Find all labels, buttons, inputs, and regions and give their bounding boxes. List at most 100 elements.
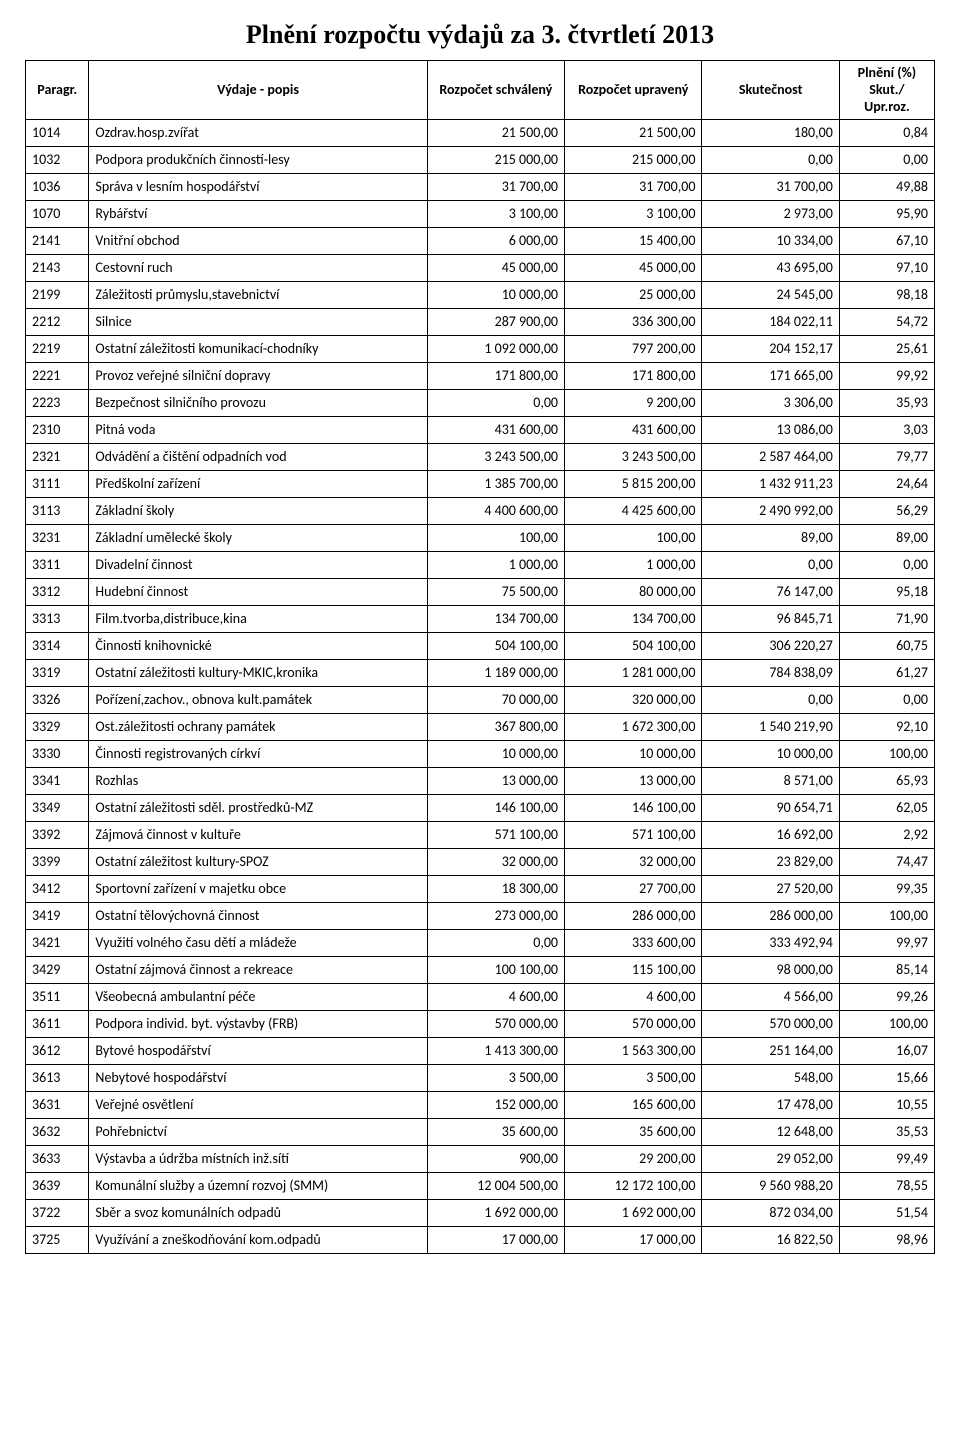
cell-paragr: 3231	[26, 525, 89, 552]
cell-num: 1 092 000,00	[427, 336, 564, 363]
cell-desc: Záležitosti průmyslu,stavebnictví	[89, 282, 427, 309]
cell-pct: 99,92	[839, 363, 934, 390]
cell-num: 1 692 000,00	[565, 1200, 702, 1227]
cell-pct: 98,18	[839, 282, 934, 309]
cell-num: 31 700,00	[565, 174, 702, 201]
cell-pct: 62,05	[839, 795, 934, 822]
cell-num: 27 700,00	[565, 876, 702, 903]
cell-paragr: 2221	[26, 363, 89, 390]
table-row: 3611Podpora individ. byt. výstavby (FRB)…	[26, 1011, 935, 1038]
cell-pct: 71,90	[839, 606, 934, 633]
cell-num: 96 845,71	[702, 606, 839, 633]
cell-num: 2 973,00	[702, 201, 839, 228]
cell-num: 286 000,00	[702, 903, 839, 930]
cell-num: 1 672 300,00	[565, 714, 702, 741]
cell-num: 504 100,00	[565, 633, 702, 660]
cell-desc: Ozdrav.hosp.zvířat	[89, 120, 427, 147]
cell-num: 287 900,00	[427, 309, 564, 336]
cell-paragr: 1036	[26, 174, 89, 201]
table-row: 3349Ostatní záležitosti sděl. prostředků…	[26, 795, 935, 822]
cell-num: 333 492,94	[702, 930, 839, 957]
cell-pct: 92,10	[839, 714, 934, 741]
cell-pct: 100,00	[839, 903, 934, 930]
cell-num: 134 700,00	[427, 606, 564, 633]
cell-num: 797 200,00	[565, 336, 702, 363]
cell-desc: Film.tvorba,distribuce,kina	[89, 606, 427, 633]
cell-pct: 49,88	[839, 174, 934, 201]
cell-num: 8 571,00	[702, 768, 839, 795]
cell-num: 431 600,00	[427, 417, 564, 444]
cell-num: 4 600,00	[565, 984, 702, 1011]
cell-desc: Sběr a svoz komunálních odpadů	[89, 1200, 427, 1227]
cell-paragr: 2212	[26, 309, 89, 336]
table-row: 3419Ostatní tělovýchovná činnost273 000,…	[26, 903, 935, 930]
cell-pct: 85,14	[839, 957, 934, 984]
cell-pct: 95,18	[839, 579, 934, 606]
cell-desc: Pořízení,zachov., obnova kult.památek	[89, 687, 427, 714]
cell-num: 1 000,00	[565, 552, 702, 579]
cell-desc: Bezpečnost silničního provozu	[89, 390, 427, 417]
cell-num: 333 600,00	[565, 930, 702, 957]
cell-paragr: 2310	[26, 417, 89, 444]
cell-num: 16 822,50	[702, 1227, 839, 1254]
cell-num: 171 665,00	[702, 363, 839, 390]
table-row: 2141Vnitřní obchod6 000,0015 400,0010 33…	[26, 228, 935, 255]
cell-num: 570 000,00	[565, 1011, 702, 1038]
cell-desc: Ostatní zájmová činnost a rekreace	[89, 957, 427, 984]
cell-paragr: 3329	[26, 714, 89, 741]
cell-num: 4 566,00	[702, 984, 839, 1011]
table-row: 3722Sběr a svoz komunálních odpadů1 692 …	[26, 1200, 935, 1227]
cell-num: 75 500,00	[427, 579, 564, 606]
cell-desc: Hudební činnost	[89, 579, 427, 606]
table-row: 3399Ostatní záležitost kultury-SPOZ32 00…	[26, 849, 935, 876]
cell-num: 5 815 200,00	[565, 471, 702, 498]
cell-desc: Ostatní záležitosti kultury-MKIC,kronika	[89, 660, 427, 687]
cell-pct: 25,61	[839, 336, 934, 363]
cell-num: 21 500,00	[427, 120, 564, 147]
table-row: 3231Základní umělecké školy100,00100,008…	[26, 525, 935, 552]
cell-num: 10 334,00	[702, 228, 839, 255]
cell-num: 171 800,00	[565, 363, 702, 390]
cell-num: 0,00	[702, 147, 839, 174]
cell-desc: Všeobecná ambulantní péče	[89, 984, 427, 1011]
table-row: 3312Hudební činnost75 500,0080 000,0076 …	[26, 579, 935, 606]
cell-paragr: 3631	[26, 1092, 89, 1119]
cell-num: 900,00	[427, 1146, 564, 1173]
cell-num: 12 648,00	[702, 1119, 839, 1146]
cell-num: 35 600,00	[427, 1119, 564, 1146]
cell-paragr: 3429	[26, 957, 89, 984]
col-adjusted: Rozpočet upravený	[565, 61, 702, 120]
cell-paragr: 2141	[26, 228, 89, 255]
cell-num: 45 000,00	[565, 255, 702, 282]
cell-desc: Sportovní zařízení v majetku obce	[89, 876, 427, 903]
cell-paragr: 3632	[26, 1119, 89, 1146]
cell-num: 1 000,00	[427, 552, 564, 579]
cell-paragr: 3392	[26, 822, 89, 849]
table-row: 3311Divadelní činnost1 000,001 000,000,0…	[26, 552, 935, 579]
cell-num: 4 600,00	[427, 984, 564, 1011]
cell-desc: Rozhlas	[89, 768, 427, 795]
cell-pct: 2,92	[839, 822, 934, 849]
cell-pct: 74,47	[839, 849, 934, 876]
cell-num: 17 000,00	[565, 1227, 702, 1254]
cell-pct: 51,54	[839, 1200, 934, 1227]
cell-num: 100 100,00	[427, 957, 564, 984]
cell-num: 3 306,00	[702, 390, 839, 417]
cell-num: 273 000,00	[427, 903, 564, 930]
cell-paragr: 1070	[26, 201, 89, 228]
cell-num: 1 385 700,00	[427, 471, 564, 498]
cell-paragr: 3612	[26, 1038, 89, 1065]
cell-num: 23 829,00	[702, 849, 839, 876]
cell-num: 3 500,00	[565, 1065, 702, 1092]
cell-paragr: 3111	[26, 471, 89, 498]
cell-pct: 100,00	[839, 1011, 934, 1038]
table-row: 1036Správa v lesním hospodářství31 700,0…	[26, 174, 935, 201]
table-row: 2310Pitná voda431 600,00431 600,0013 086…	[26, 417, 935, 444]
cell-desc: Ostatní záležitosti sděl. prostředků-MZ	[89, 795, 427, 822]
table-row: 2143Cestovní ruch45 000,0045 000,0043 69…	[26, 255, 935, 282]
cell-desc: Činnosti knihovnické	[89, 633, 427, 660]
cell-desc: Bytové hospodářství	[89, 1038, 427, 1065]
cell-desc: Využívání a zneškodňování kom.odpadů	[89, 1227, 427, 1254]
cell-num: 431 600,00	[565, 417, 702, 444]
cell-desc: Vnitřní obchod	[89, 228, 427, 255]
